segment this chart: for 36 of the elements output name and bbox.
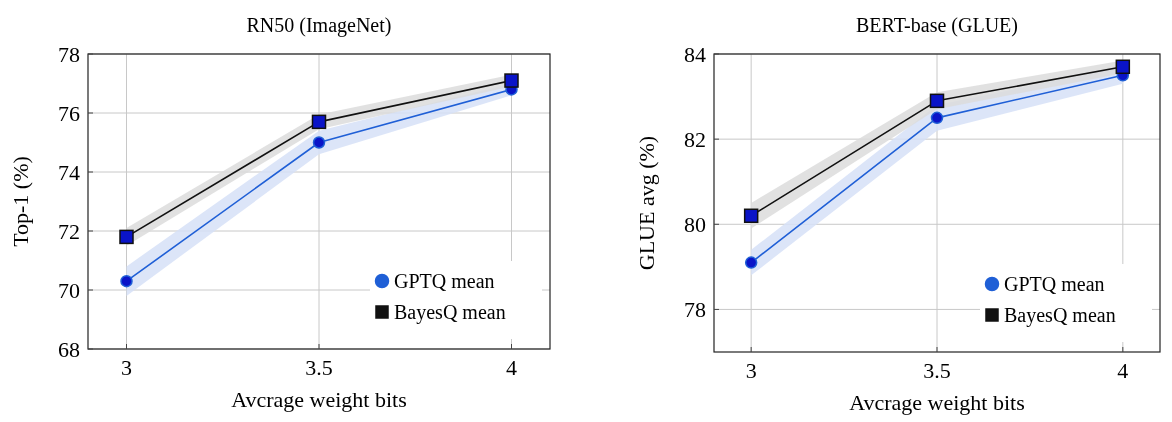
point — [312, 136, 326, 149]
x-tick-label: 4 — [1117, 358, 1129, 383]
legend-label: BayesQ mean — [394, 301, 506, 324]
y-tick-label: 74 — [58, 159, 80, 185]
y-tick-label: 72 — [58, 218, 80, 244]
y-tick-label: 76 — [58, 100, 80, 126]
point — [743, 208, 759, 224]
x-tick-label: 4 — [506, 355, 517, 380]
y-tick-label: 78 — [58, 41, 80, 67]
point — [929, 93, 945, 109]
y-tick-label: 84 — [684, 41, 706, 67]
y-tick-label: 78 — [684, 297, 706, 323]
y-axis-title: Top-1 (%) — [8, 156, 33, 247]
x-tick-label: 3.5 — [923, 358, 951, 383]
y-tick-label: 68 — [58, 336, 80, 362]
legend-label: BayesQ mean — [1004, 304, 1116, 327]
x-tick-label: 3 — [745, 358, 757, 383]
point — [119, 229, 134, 245]
legend-label: GPTQ mean — [1004, 273, 1105, 295]
point — [744, 256, 758, 269]
point — [311, 114, 327, 130]
legend-label: GPTQ mean — [394, 270, 495, 292]
x-axis-title: Avcrage weight bits — [231, 387, 407, 412]
y-tick-label: 80 — [684, 211, 706, 237]
y-tick-label: 82 — [684, 126, 706, 152]
point — [504, 73, 519, 88]
point — [1115, 59, 1131, 75]
chart-title: RN50 (ImageNet) — [246, 14, 392, 37]
x-tick-label: 3 — [121, 355, 132, 380]
y-tick-label: 70 — [58, 277, 80, 303]
x-tick-label: 3.5 — [305, 355, 333, 380]
y-axis-title: GLUE avg (%) — [634, 135, 659, 271]
point — [930, 111, 944, 125]
chart-title: BERT-base (GLUE) — [856, 14, 1018, 37]
point — [120, 274, 133, 288]
x-axis-title: Avcrage weight bits — [849, 390, 1025, 415]
